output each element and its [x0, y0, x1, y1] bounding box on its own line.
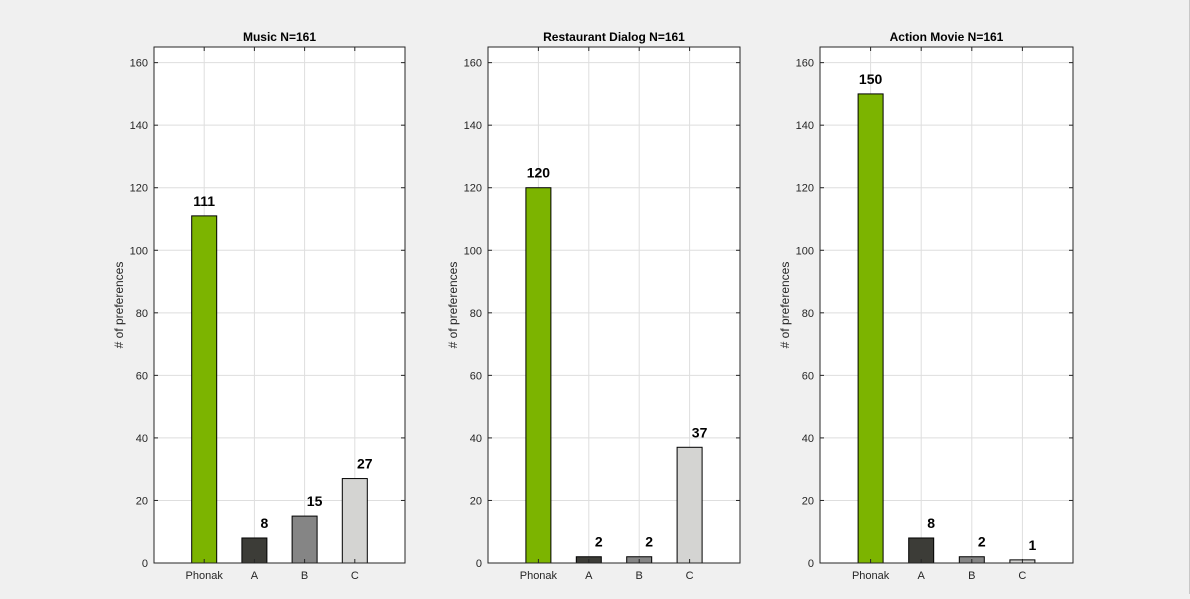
data-label: 120 — [527, 165, 551, 181]
y-tick-label: 100 — [130, 245, 148, 257]
y-tick-label: 80 — [470, 308, 482, 320]
data-label: 8 — [927, 515, 935, 531]
y-tick-label: 20 — [136, 495, 148, 507]
y-tick-label: 60 — [802, 370, 814, 382]
subplot-1: 0 20 40 60 80 100 120 140 160 Phonak A B C 111 8 15 27 Mu… — [112, 30, 406, 582]
axes-box — [819, 46, 1074, 564]
y-tick-label: 140 — [464, 120, 482, 132]
y-tick-label: 0 — [142, 558, 148, 570]
y-tick-label: 80 — [802, 308, 814, 320]
y-tick-label: 160 — [130, 58, 148, 70]
x-tick-label: A — [585, 570, 593, 582]
subplot-3: 0 20 40 60 80 100 120 140 160 Phonak A B C 150 8 2 1 Acti… — [778, 30, 1074, 582]
y-tick-label: 100 — [464, 245, 482, 257]
y-tick-label: 40 — [802, 433, 814, 445]
x-tick-label: B — [636, 570, 643, 582]
x-tick-label: Phonak — [520, 570, 558, 582]
data-label: 150 — [859, 71, 883, 87]
axes-box — [153, 46, 406, 564]
data-label: 1 — [1029, 537, 1037, 553]
bar-phonak — [857, 93, 884, 564]
data-label: 2 — [978, 534, 986, 550]
y-tick-label: 20 — [470, 495, 482, 507]
y-tick-label: 120 — [130, 183, 148, 195]
chart-title: Restaurant Dialog N=161 — [543, 30, 685, 44]
x-tick-label: B — [301, 570, 308, 582]
bar-a — [908, 537, 935, 564]
x-tick-label: A — [251, 570, 259, 582]
y-tick-label: 100 — [796, 245, 814, 257]
chart-title: Action Movie N=161 — [890, 30, 1004, 44]
y-tick-label: 60 — [470, 370, 482, 382]
y-tick-label: 80 — [136, 308, 148, 320]
data-label: 2 — [645, 534, 653, 550]
y-axis-label: # of preferences — [446, 262, 460, 349]
x-tick-label: B — [968, 570, 975, 582]
subplot-2: 0 20 40 60 80 100 120 140 160 Phonak A B C 120 2 2 37 Res… — [446, 30, 741, 582]
bar-c — [341, 478, 368, 564]
y-tick-label: 40 — [136, 433, 148, 445]
bar-phonak — [191, 215, 218, 564]
y-axis-label: # of preferences — [112, 262, 126, 349]
data-label: 2 — [595, 534, 603, 550]
y-tick-label: 140 — [130, 120, 148, 132]
x-tick-label: A — [918, 570, 926, 582]
y-tick-label: 120 — [464, 183, 482, 195]
y-tick-label: 60 — [136, 370, 148, 382]
y-tick-label: 40 — [470, 433, 482, 445]
y-axis-label: # of preferences — [778, 262, 792, 349]
chart-title: Music N=161 — [243, 30, 316, 44]
axes-box — [487, 46, 741, 564]
data-label: 111 — [193, 193, 215, 209]
y-tick-label: 0 — [476, 558, 482, 570]
data-label: 15 — [307, 493, 323, 509]
y-tick-label: 160 — [796, 58, 814, 70]
x-tick-label: Phonak — [186, 570, 224, 582]
bar-b — [291, 515, 318, 564]
y-tick-label: 120 — [796, 183, 814, 195]
y-tick-label: 160 — [464, 58, 482, 70]
y-tick-label: 0 — [808, 558, 814, 570]
bar-phonak — [525, 187, 552, 564]
x-tick-label: C — [686, 570, 694, 582]
data-label: 8 — [261, 515, 269, 531]
data-label: 27 — [357, 456, 373, 472]
data-label: 37 — [692, 424, 708, 440]
x-tick-label: C — [1018, 570, 1026, 582]
x-tick-label: Phonak — [852, 570, 890, 582]
y-tick-label: 140 — [796, 120, 814, 132]
y-tick-label: 20 — [802, 495, 814, 507]
x-tick-label: C — [351, 570, 359, 582]
bar-c — [676, 446, 703, 564]
